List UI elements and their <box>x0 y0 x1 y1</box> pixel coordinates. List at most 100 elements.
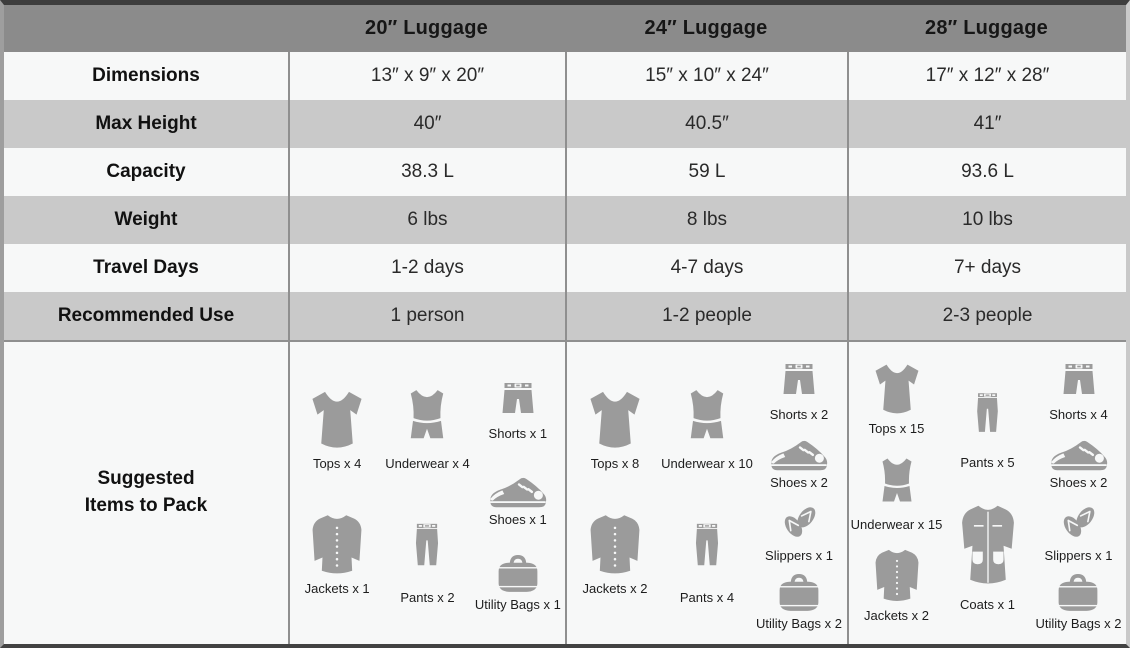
cell-weight-28: 10 lbs <box>847 196 1126 244</box>
pack-item-label: Tops x 15 <box>868 421 925 436</box>
pack-item-utility-bags: Utility Bags x 2 <box>1036 571 1121 631</box>
shorts-icon <box>493 374 543 423</box>
pack-item-pants: Pants x 2 <box>400 503 455 605</box>
pack-item-underwear: Underwear x 4 <box>385 381 470 471</box>
pack-item-underwear: Underwear x 15 <box>851 451 942 532</box>
pack-item-label: Tops x 4 <box>312 455 362 471</box>
header-24-luggage: 24″ Luggage <box>644 17 768 39</box>
cell-weight-20: 6 lbs <box>288 196 565 244</box>
pack-subcolumn: Tops x 4 Jackets x 1 <box>292 348 382 638</box>
pack-item-slippers: Slippers x 1 <box>765 497 833 563</box>
row-label-weight: Weight <box>114 209 178 230</box>
pack-item-utility-bags: Utility Bags x 2 <box>756 571 842 631</box>
table-row: Dimensions 13″ x 9″ x 20″ 15″ x 10″ x 24… <box>4 52 1126 100</box>
header-20-luggage: 20″ Luggage <box>365 17 488 39</box>
pack-item-utility-bags: Utility Bags x 1 <box>475 552 561 612</box>
shorts-icon <box>774 355 824 404</box>
utility-bag-icon <box>772 571 826 613</box>
row-label-travel-days: Travel Days <box>93 257 199 278</box>
pack-subcolumn: Underwear x 4 Pants x 2 <box>382 348 472 638</box>
pack-item-label: Underwear x 4 <box>385 455 470 471</box>
cell-max-height-24: 40.5″ <box>565 100 847 148</box>
shoe-icon <box>1047 430 1111 472</box>
cell-recommended-use-28: 2-3 people <box>847 292 1126 340</box>
pack-item-label: Jackets x 2 <box>863 608 930 623</box>
utility-bag-icon <box>491 552 545 594</box>
pack-column-24: Tops x 8 Jackets x 2 Underwear x 10 Pant… <box>565 342 847 644</box>
pack-row: Suggested Items to Pack Tops x 4 Jackets… <box>4 340 1126 644</box>
shoe-icon <box>486 467 550 509</box>
table-row: Capacity 38.3 L 59 L 93.6 L <box>4 148 1126 196</box>
slippers-icon <box>776 497 822 545</box>
pack-subcolumn: Tops x 8 Jackets x 2 <box>569 348 661 638</box>
pack-item-jackets: Jackets x 1 <box>302 512 372 596</box>
cell-capacity-24: 59 L <box>565 148 847 196</box>
jacket-icon <box>580 512 650 578</box>
underwear-icon <box>679 381 735 453</box>
pack-item-tops: Tops x 4 <box>301 390 373 471</box>
row-label-recommended-use: Recommended Use <box>57 305 235 326</box>
pack-item-shoes: Shoes x 2 <box>1047 430 1111 490</box>
pack-item-label: Coats x 1 <box>960 597 1015 612</box>
table-row: Travel Days 1-2 days 4-7 days 7+ days <box>4 244 1126 292</box>
pack-item-label: Pants x 5 <box>960 455 1015 470</box>
slippers-icon <box>1055 497 1101 545</box>
pack-item-label: Underwear x 10 <box>661 455 753 471</box>
pack-item-shorts: Shorts x 1 <box>488 374 548 441</box>
table-row: Recommended Use 1 person 1-2 people 2-3 … <box>4 292 1126 340</box>
pack-item-label: Slippers x 1 <box>1044 548 1113 564</box>
pack-item-label: Shoes x 2 <box>1049 474 1108 490</box>
header-28-luggage: 28″ Luggage <box>925 17 1048 39</box>
pack-item-label: Jackets x 1 <box>304 581 370 597</box>
pack-item-label: Shorts x 1 <box>488 425 548 441</box>
row-label-capacity: Capacity <box>106 161 186 182</box>
pack-item-label: Shoes x 1 <box>488 511 547 527</box>
pack-item-label: Slippers x 1 <box>765 548 833 564</box>
cell-max-height-28: 41″ <box>847 100 1126 148</box>
row-label-max-height: Max Height <box>95 113 197 134</box>
pack-item-label: Jackets x 2 <box>582 581 648 597</box>
pack-title-line2: Items to Pack <box>84 495 208 516</box>
jacket-icon <box>302 512 372 578</box>
pack-item-shoes: Shoes x 2 <box>767 430 831 490</box>
pack-item-label: Shorts x 2 <box>769 407 829 423</box>
pack-item-shorts: Shorts x 2 <box>769 355 829 423</box>
coat-icon <box>951 496 1025 594</box>
pack-item-shoes: Shoes x 1 <box>486 467 550 527</box>
cell-weight-24: 8 lbs <box>565 196 847 244</box>
pack-subcolumn: Shorts x 4 Shoes x 2 Slippers x 1 Utilit… <box>1033 348 1124 638</box>
pack-item-pants: Pants x 5 <box>960 374 1015 470</box>
top-icon <box>865 363 929 418</box>
pants-icon <box>404 503 450 587</box>
pack-item-underwear: Underwear x 10 <box>661 381 753 471</box>
pack-subcolumn: Underwear x 10 Pants x 4 <box>661 348 753 638</box>
pack-item-jackets: Jackets x 2 <box>580 512 650 596</box>
table-header-row: 20″ Luggage 24″ Luggage 28″ Luggage <box>4 5 1126 52</box>
pack-subcolumn: Pants x 5 Coats x 1 <box>942 348 1033 638</box>
jacket-icon <box>866 547 928 605</box>
pack-subcolumn: Shorts x 2 Shoes x 2 Slippers x 1 Utilit… <box>753 348 845 638</box>
pack-title-line1: Suggested <box>97 468 195 490</box>
cell-travel-days-28: 7+ days <box>847 244 1126 292</box>
cell-recommended-use-20: 1 person <box>288 292 565 340</box>
shoe-icon <box>767 430 831 472</box>
cell-recommended-use-24: 1-2 people <box>565 292 847 340</box>
pants-icon <box>966 374 1009 452</box>
pack-item-label: Shorts x 4 <box>1049 407 1108 423</box>
pack-item-pants: Pants x 4 <box>680 503 734 605</box>
underwear-icon <box>399 381 455 453</box>
cell-capacity-20: 38.3 L <box>288 148 565 196</box>
pack-item-tops: Tops x 15 <box>865 363 929 436</box>
pants-icon <box>684 503 730 587</box>
pack-item-label: Shoes x 2 <box>770 474 828 490</box>
underwear-icon <box>872 451 922 514</box>
top-icon <box>301 390 373 453</box>
cell-max-height-20: 40″ <box>288 100 565 148</box>
top-icon <box>579 390 651 453</box>
pack-item-label: Tops x 8 <box>590 455 640 471</box>
row-label-dimensions: Dimensions <box>92 65 200 86</box>
cell-dimensions-24: 15″ x 10″ x 24″ <box>565 52 847 100</box>
pack-row-title: Suggested Items to Pack <box>4 342 288 644</box>
pack-item-shorts: Shorts x 4 <box>1049 355 1108 422</box>
